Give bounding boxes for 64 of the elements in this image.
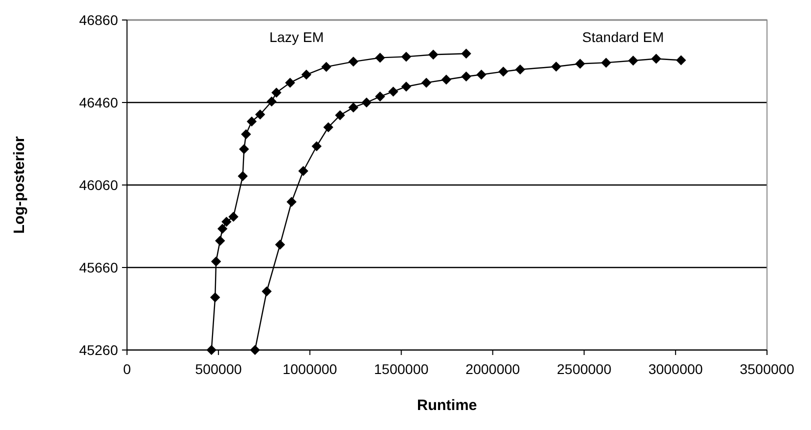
point	[476, 70, 486, 80]
point	[441, 74, 452, 85]
point	[266, 96, 277, 106]
y-tick-label: 46460	[79, 94, 118, 110]
x-tick-label: 1000000	[282, 361, 338, 377]
point	[298, 166, 308, 176]
point	[388, 86, 398, 97]
point	[401, 52, 412, 62]
point	[210, 292, 220, 302]
point	[362, 98, 372, 108]
point	[601, 58, 612, 68]
point	[238, 171, 248, 182]
point	[215, 236, 226, 246]
point	[275, 240, 286, 250]
point	[301, 70, 312, 80]
point	[335, 110, 346, 120]
point	[428, 50, 438, 60]
point	[211, 256, 222, 267]
point	[461, 72, 472, 82]
point	[285, 78, 296, 88]
point	[321, 62, 332, 72]
point	[271, 88, 282, 98]
series-label: Standard EM	[582, 29, 664, 45]
point	[241, 129, 252, 140]
point	[676, 55, 686, 66]
point	[348, 102, 358, 112]
point	[515, 64, 526, 74]
point	[401, 82, 412, 92]
point	[628, 56, 638, 66]
point	[239, 144, 250, 154]
point	[575, 58, 586, 69]
point	[461, 48, 472, 59]
point	[551, 62, 562, 72]
point	[255, 109, 266, 120]
x-tick-label: 500000	[195, 361, 242, 377]
x-tick-label: 3500000	[740, 361, 794, 377]
point	[206, 345, 216, 355]
x-tick-label: 2500000	[556, 361, 612, 377]
point	[250, 345, 260, 355]
y-axis-title: Log-posterior	[11, 136, 28, 234]
x-tick-label: 1500000	[374, 361, 429, 377]
x-tick-label: 2000000	[465, 361, 520, 377]
point	[286, 196, 297, 207]
point	[312, 141, 322, 152]
point	[246, 116, 257, 126]
point	[498, 66, 508, 77]
x-tick-label: 3000000	[648, 361, 704, 377]
y-tick-label: 45260	[79, 342, 118, 358]
point	[221, 216, 232, 227]
point	[217, 224, 228, 234]
x-tick-label: 0	[123, 361, 132, 377]
point	[651, 54, 662, 64]
point	[348, 56, 358, 67]
series-label: Lazy EM	[269, 29, 324, 45]
y-tick-label: 46860	[79, 12, 118, 28]
point	[323, 122, 334, 132]
point	[262, 286, 272, 296]
y-tick-label: 45660	[79, 260, 118, 276]
point	[375, 92, 386, 102]
point	[421, 78, 432, 88]
x-axis-title: Runtime	[417, 397, 477, 414]
point	[228, 212, 238, 222]
y-tick-label: 46060	[79, 177, 118, 193]
point	[375, 52, 386, 63]
